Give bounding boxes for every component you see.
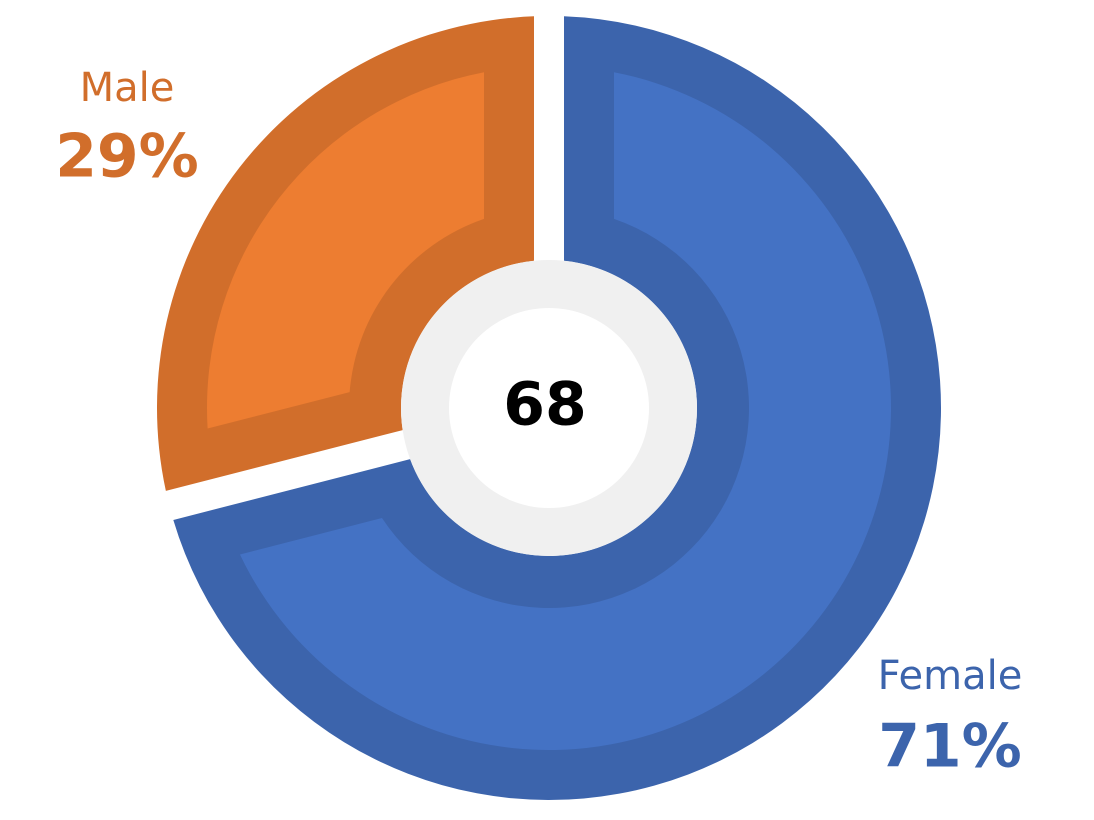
wedge-fill <box>207 72 485 429</box>
category-label: Female <box>878 653 1023 699</box>
center-label: 68 <box>503 370 587 440</box>
category-label: Male <box>80 65 175 111</box>
hole <box>449 308 649 508</box>
wedge <box>173 16 941 800</box>
value-label: 71% <box>878 712 1022 782</box>
value-label: 29% <box>55 122 199 192</box>
wedge-fill <box>239 72 891 750</box>
wedges <box>156 16 941 800</box>
wedge <box>156 16 534 491</box>
labels: Female 71% Male 29% <box>55 65 1022 782</box>
